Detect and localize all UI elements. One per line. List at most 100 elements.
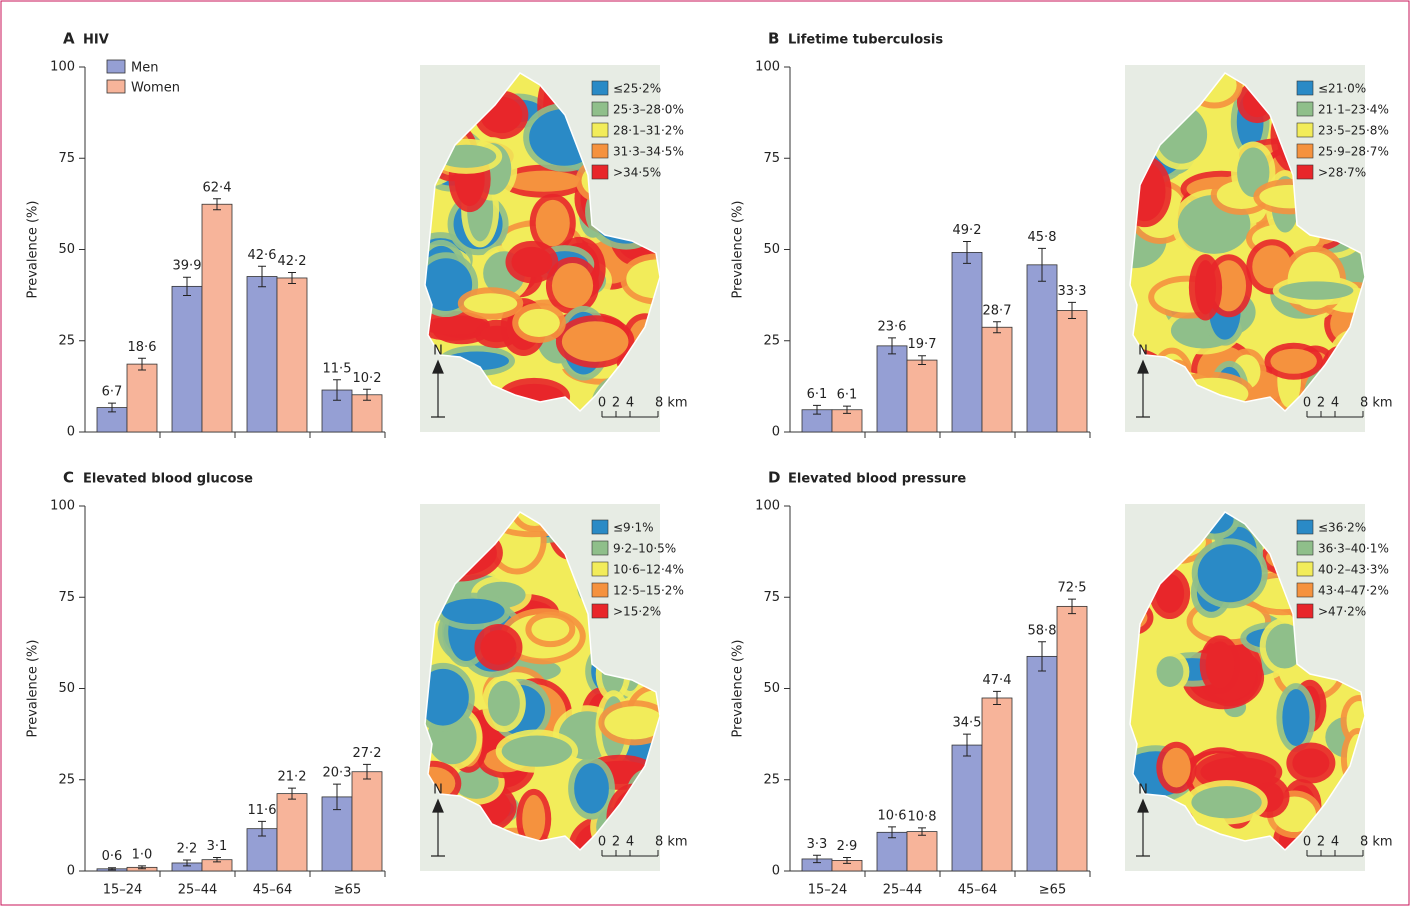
map-legend-label: 21·1–23·4% (1318, 103, 1389, 117)
map-legend-swatch (591, 143, 609, 159)
y-tick-label: 0 (772, 864, 780, 879)
map-region (511, 246, 553, 278)
value-label: 62·4 (203, 180, 232, 195)
scale-label: 0 (598, 835, 606, 850)
x-tick-label: 25–44 (883, 883, 923, 898)
map-legend-swatch (591, 582, 609, 598)
map-legend-label: 25·9–28·7% (1318, 145, 1389, 159)
panel-title: HIV (83, 33, 109, 48)
value-label: 34·5 (953, 716, 982, 731)
value-label: 72·5 (1058, 581, 1087, 596)
map-region (561, 321, 629, 362)
y-tick-label: 75 (763, 590, 780, 605)
value-label: 23·6 (878, 319, 907, 334)
value-label: 47·4 (983, 673, 1012, 688)
y-tick-label: 50 (763, 681, 780, 696)
map: ≤21·0% 21·1–23·4% 23·5–25·8% 25·9–28·7% >28·… (1125, 65, 1393, 432)
value-label: 6·1 (807, 387, 828, 402)
map-legend-label: >28·7% (1318, 166, 1366, 180)
map-legend-label: >34·5% (613, 166, 661, 180)
map-legend-swatch (591, 164, 609, 180)
north-label: N (433, 783, 443, 798)
map-legend-label: >47·2% (1318, 605, 1366, 619)
error-bar (213, 198, 221, 211)
value-label: 28·7 (983, 303, 1012, 318)
error-bar (993, 321, 1001, 334)
map-region (1197, 544, 1262, 603)
y-tick-label: 100 (50, 60, 75, 75)
bar (276, 277, 308, 433)
map-legend-label: 12·5–15·2% (613, 584, 684, 598)
bar (351, 771, 383, 872)
value-label: 10·6 (878, 808, 907, 823)
map-region (487, 680, 520, 727)
error-bar (918, 827, 926, 836)
value-label: 11·6 (248, 803, 277, 818)
bar (246, 276, 278, 433)
map-legend-swatch (1296, 540, 1314, 556)
scale-label: 2 (612, 396, 620, 411)
map-region (1194, 260, 1217, 315)
bar (1056, 605, 1088, 872)
bar (951, 744, 983, 872)
map-region (463, 293, 518, 314)
map-legend-label: 43·4–47·2% (1318, 584, 1389, 598)
bar (1056, 310, 1088, 433)
bar (1026, 264, 1058, 433)
y-tick-label: 75 (763, 151, 780, 166)
error-bar (363, 763, 371, 780)
value-label: 45·8 (1028, 230, 1057, 245)
y-axis-label: Prevalence (%) (731, 640, 746, 738)
y-tick-label: 50 (58, 681, 75, 696)
map-legend-swatch (591, 519, 609, 535)
map-legend-swatch (591, 561, 609, 577)
map-region (453, 766, 499, 799)
map-legend-swatch (1296, 561, 1314, 577)
map-region (626, 259, 660, 299)
map-region (522, 794, 546, 843)
map-region (1292, 748, 1330, 778)
value-label: 49·2 (953, 223, 982, 238)
error-bar (138, 865, 146, 870)
error-bar (1038, 641, 1046, 672)
map-legend-label: ≤9·1% (613, 521, 654, 535)
error-bar (1038, 247, 1046, 282)
map-legend-label: ≤21·0% (1318, 82, 1366, 96)
value-label: 39·9 (173, 259, 202, 274)
panel-title: Lifetime tuberculosis (788, 33, 943, 48)
error-bar (918, 355, 926, 365)
map-legend-swatch (1296, 80, 1314, 96)
value-label: 42·2 (278, 254, 307, 269)
panel-title: Elevated blood glucose (83, 472, 253, 487)
y-tick-label: 0 (67, 864, 75, 879)
map-outline (424, 511, 661, 852)
x-tick-label: ≥65 (334, 883, 361, 898)
map-legend-swatch (1296, 603, 1314, 619)
bar (1026, 655, 1058, 872)
value-label: 3·1 (207, 839, 228, 854)
y-tick-label: 50 (763, 242, 780, 257)
error-bar (888, 337, 896, 355)
map-region (441, 598, 505, 625)
y-tick-label: 75 (58, 590, 75, 605)
map-region (1205, 641, 1235, 689)
scale-label: 2 (1317, 396, 1325, 411)
map-region (551, 262, 594, 309)
x-tick-label: 15–24 (808, 883, 848, 898)
x-tick-label: 15–24 (103, 883, 143, 898)
value-label: 10·2 (353, 371, 382, 386)
scale-label: 2 (1317, 835, 1325, 850)
y-tick-label: 25 (58, 772, 75, 787)
map-legend-label: 40·2–43·3% (1318, 563, 1389, 577)
north-label: N (1138, 783, 1148, 798)
value-label: 58·8 (1028, 623, 1057, 638)
north-arrow (1136, 798, 1150, 857)
value-label: 42·6 (248, 248, 277, 263)
error-bar (258, 820, 266, 837)
y-tick-label: 25 (763, 333, 780, 348)
y-axis-label: Prevalence (%) (26, 640, 41, 738)
value-label: 0·6 (102, 849, 123, 864)
map-region (604, 706, 660, 740)
bar (201, 203, 233, 433)
value-label: 10·8 (908, 809, 937, 824)
